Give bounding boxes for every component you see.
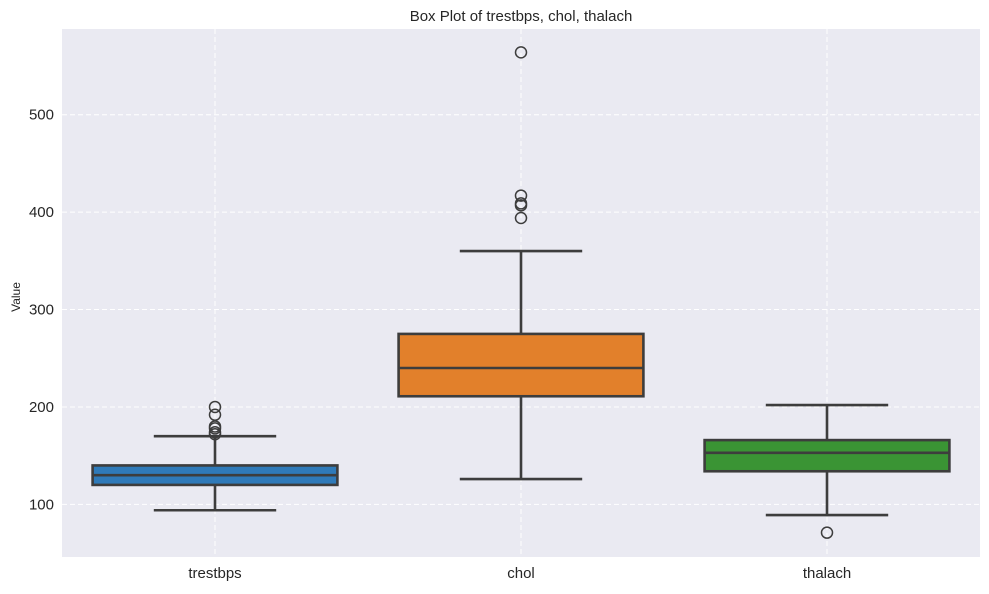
y-tick-label: 100 [29,496,54,513]
outlier-point [820,526,834,539]
y-axis-ticks: 100 200 300 400 500 [29,107,54,514]
x-axis-ticks: trestbps chol thalach [188,565,851,582]
y-tick-label: 500 [29,107,54,124]
outlier-point [514,46,528,59]
outlier-point [514,211,528,225]
box-body [397,332,645,398]
outlier-point [208,426,222,439]
x-tick-label: trestbps [188,565,241,582]
x-tick-label: thalach [803,565,851,582]
boxes-layer [91,46,951,539]
y-tick-label: 300 [29,302,54,319]
y-tick-label: 400 [29,204,54,221]
outlier-point [208,408,222,422]
box-chol [397,46,645,481]
outlier-point [208,400,222,414]
box-trestbps [91,400,339,512]
y-axis-label: Value [9,282,23,312]
box-body [703,438,951,473]
outlier-point [514,189,528,202]
chart-title: Box Plot of trestbps, chol, thalach [410,8,633,25]
y-tick-label: 200 [29,399,54,416]
box-thalach [703,403,951,539]
outlier-point [514,197,528,210]
x-tick-label: chol [507,565,535,582]
